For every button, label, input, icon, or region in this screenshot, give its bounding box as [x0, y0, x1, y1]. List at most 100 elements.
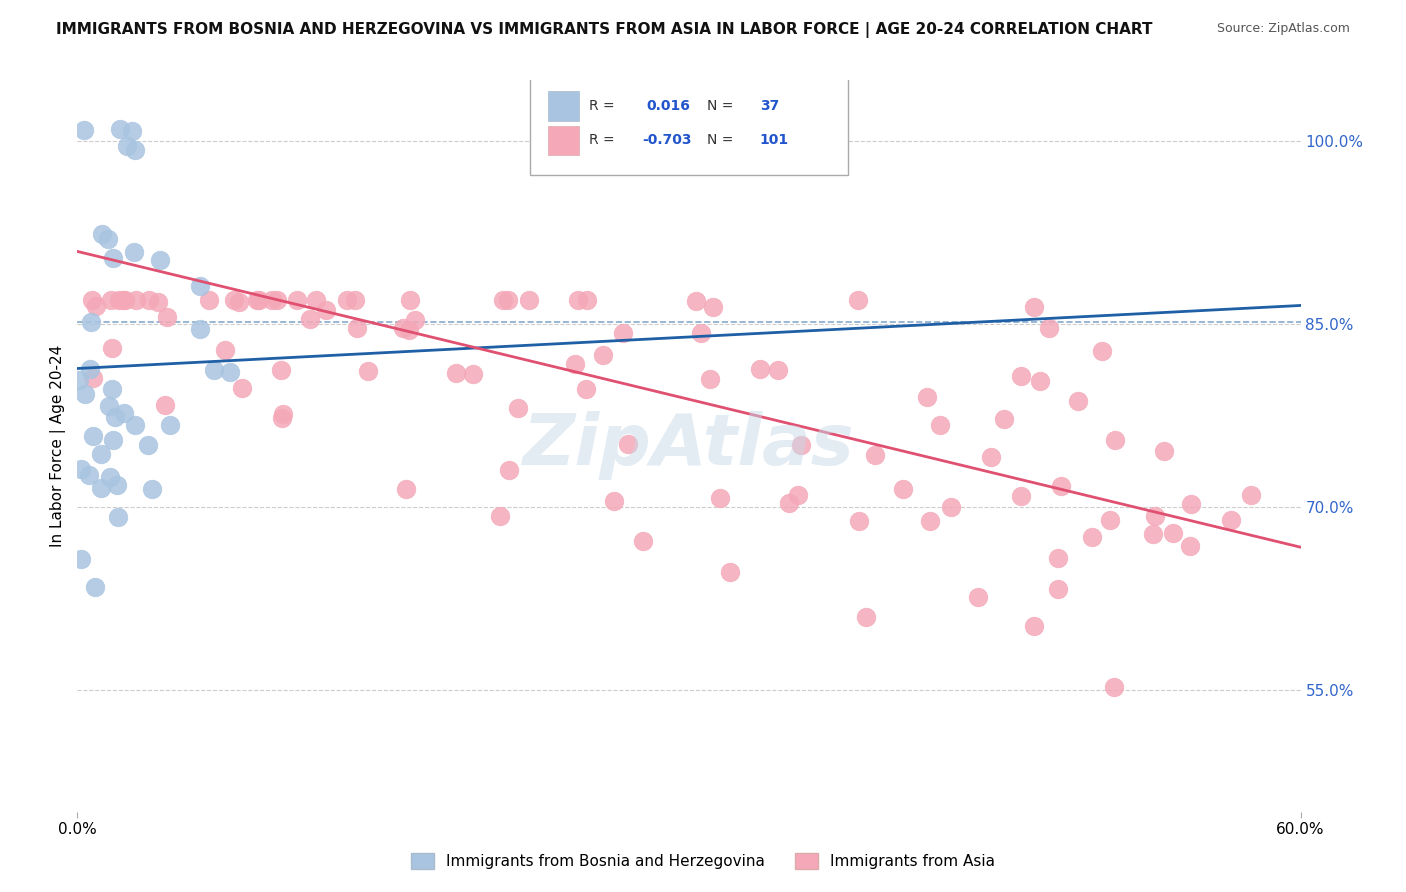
- Point: [124, 143, 146, 157]
- Point: [90, 227, 112, 242]
- Point: [863, 448, 886, 462]
- Point: [1219, 513, 1241, 527]
- Point: [159, 417, 181, 432]
- Point: [315, 302, 337, 317]
- Point: [82, 429, 104, 443]
- Point: [709, 491, 731, 506]
- Point: [575, 382, 598, 396]
- Text: ZipAtlas: ZipAtlas: [523, 411, 855, 481]
- Point: [112, 405, 135, 419]
- Text: 37: 37: [759, 99, 779, 113]
- Point: [107, 510, 129, 524]
- Point: [967, 590, 990, 604]
- Point: [101, 251, 124, 265]
- Point: [398, 323, 420, 337]
- Point: [1046, 582, 1069, 596]
- Point: [766, 363, 789, 377]
- Point: [1143, 509, 1166, 524]
- Point: [567, 293, 589, 307]
- Point: [70, 551, 93, 566]
- Point: [685, 294, 707, 309]
- Point: [73, 387, 96, 401]
- Point: [463, 367, 485, 381]
- Point: [1010, 489, 1032, 503]
- Point: [1091, 343, 1114, 358]
- Point: [231, 381, 253, 395]
- Point: [1178, 539, 1201, 553]
- Text: R =: R =: [589, 99, 614, 113]
- Point: [90, 447, 112, 461]
- Point: [115, 139, 138, 153]
- Point: [219, 365, 242, 379]
- Point: [404, 313, 426, 327]
- Point: [82, 371, 104, 385]
- Point: [83, 580, 105, 594]
- Point: [108, 122, 131, 136]
- Point: [356, 363, 378, 377]
- Point: [247, 293, 270, 307]
- Point: [214, 343, 236, 358]
- Point: [69, 462, 91, 476]
- Point: [915, 391, 938, 405]
- Y-axis label: In Labor Force | Age 20-24: In Labor Force | Age 20-24: [51, 345, 66, 547]
- Point: [778, 496, 800, 510]
- Point: [122, 245, 145, 260]
- Text: IMMIGRANTS FROM BOSNIA AND HERZEGOVINA VS IMMIGRANTS FROM ASIA IN LABOR FORCE | : IMMIGRANTS FROM BOSNIA AND HERZEGOVINA V…: [56, 22, 1153, 38]
- Point: [506, 401, 529, 416]
- Point: [1104, 433, 1126, 447]
- Point: [100, 342, 122, 356]
- Point: [702, 301, 724, 315]
- Point: [121, 123, 143, 137]
- Point: [980, 450, 1002, 464]
- Point: [496, 293, 519, 307]
- Point: [114, 293, 136, 307]
- Legend: Immigrants from Bosnia and Herzegovina, Immigrants from Asia: Immigrants from Bosnia and Herzegovina, …: [405, 847, 1001, 875]
- Text: N =: N =: [707, 99, 734, 113]
- Point: [603, 493, 626, 508]
- Point: [138, 293, 160, 307]
- Point: [100, 382, 122, 396]
- Point: [136, 438, 159, 452]
- Point: [617, 437, 640, 451]
- Point: [270, 362, 292, 376]
- Point: [1163, 526, 1185, 541]
- FancyBboxPatch shape: [548, 126, 579, 155]
- Point: [1028, 374, 1050, 388]
- Point: [346, 321, 368, 335]
- Point: [285, 293, 308, 307]
- Point: [148, 294, 170, 309]
- Point: [271, 407, 294, 421]
- Point: [564, 357, 586, 371]
- FancyBboxPatch shape: [548, 91, 579, 120]
- Point: [101, 433, 124, 447]
- Point: [789, 438, 811, 452]
- Point: [97, 232, 120, 246]
- Point: [699, 372, 721, 386]
- Point: [343, 293, 366, 307]
- Point: [395, 482, 418, 496]
- Point: [489, 508, 512, 523]
- Point: [141, 483, 163, 497]
- Point: [79, 362, 101, 376]
- Point: [446, 366, 468, 380]
- Point: [392, 321, 415, 335]
- Point: [718, 566, 741, 580]
- Point: [1022, 619, 1045, 633]
- Point: [1142, 526, 1164, 541]
- Point: [929, 417, 952, 432]
- Point: [1102, 680, 1125, 694]
- Point: [1022, 300, 1045, 314]
- Point: [1098, 514, 1121, 528]
- Text: 101: 101: [759, 133, 789, 147]
- Point: [100, 293, 122, 307]
- Point: [188, 322, 211, 336]
- Point: [108, 293, 131, 307]
- Point: [787, 488, 810, 502]
- Point: [224, 293, 246, 307]
- Point: [198, 293, 221, 307]
- Point: [1153, 444, 1175, 458]
- Point: [266, 293, 288, 307]
- Point: [79, 315, 101, 329]
- FancyBboxPatch shape: [530, 73, 848, 176]
- Point: [98, 399, 121, 413]
